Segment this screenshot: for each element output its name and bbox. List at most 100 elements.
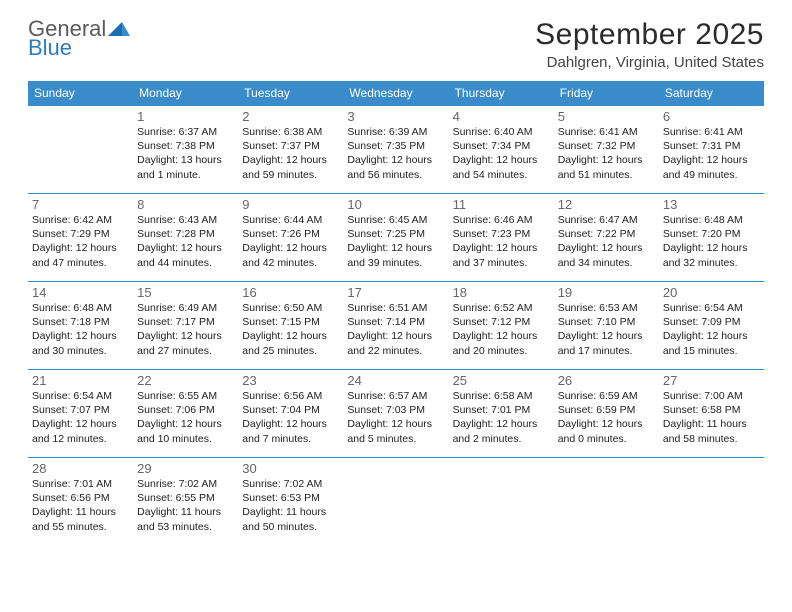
- day-number: 29: [137, 461, 234, 476]
- sunset-text: Sunset: 7:04 PM: [242, 403, 339, 417]
- sunrise-text: Sunrise: 6:53 AM: [558, 301, 655, 315]
- page: General Blue September 2025 Dahlgren, Vi…: [0, 0, 792, 556]
- daylight-text: Daylight: 12 hours and 59 minutes.: [242, 153, 339, 181]
- sunset-text: Sunset: 7:18 PM: [32, 315, 129, 329]
- daylight-text: Daylight: 11 hours and 58 minutes.: [663, 417, 760, 445]
- sunrise-text: Sunrise: 6:46 AM: [453, 213, 550, 227]
- sunset-text: Sunset: 7:12 PM: [453, 315, 550, 329]
- sunrise-text: Sunrise: 6:54 AM: [663, 301, 760, 315]
- sunset-text: Sunset: 7:35 PM: [347, 139, 444, 153]
- sunset-text: Sunset: 7:06 PM: [137, 403, 234, 417]
- daylight-text: Daylight: 12 hours and 7 minutes.: [242, 417, 339, 445]
- dow-thursday: Thursday: [449, 81, 554, 106]
- sunrise-text: Sunrise: 6:47 AM: [558, 213, 655, 227]
- day-number: 22: [137, 373, 234, 388]
- daylight-text: Daylight: 12 hours and 15 minutes.: [663, 329, 760, 357]
- sunset-text: Sunset: 7:28 PM: [137, 227, 234, 241]
- sunrise-text: Sunrise: 6:55 AM: [137, 389, 234, 403]
- week-row: 21Sunrise: 6:54 AMSunset: 7:07 PMDayligh…: [28, 370, 764, 458]
- sunset-text: Sunset: 7:09 PM: [663, 315, 760, 329]
- day-cell: 11Sunrise: 6:46 AMSunset: 7:23 PMDayligh…: [449, 194, 554, 282]
- daylight-text: Daylight: 12 hours and 37 minutes.: [453, 241, 550, 269]
- day-number: 4: [453, 109, 550, 124]
- day-cell: [659, 458, 764, 546]
- day-number: 8: [137, 197, 234, 212]
- dow-saturday: Saturday: [659, 81, 764, 106]
- daylight-text: Daylight: 12 hours and 22 minutes.: [347, 329, 444, 357]
- location: Dahlgren, Virginia, United States: [535, 54, 764, 71]
- day-number: 10: [347, 197, 444, 212]
- dow-wednesday: Wednesday: [343, 81, 448, 106]
- daylight-text: Daylight: 12 hours and 47 minutes.: [32, 241, 129, 269]
- sunrise-text: Sunrise: 6:45 AM: [347, 213, 444, 227]
- daylight-text: Daylight: 12 hours and 32 minutes.: [663, 241, 760, 269]
- day-number: 23: [242, 373, 339, 388]
- sunrise-text: Sunrise: 7:01 AM: [32, 477, 129, 491]
- daylight-text: Daylight: 12 hours and 44 minutes.: [137, 241, 234, 269]
- sunset-text: Sunset: 7:10 PM: [558, 315, 655, 329]
- day-cell: [554, 458, 659, 546]
- day-number: 6: [663, 109, 760, 124]
- day-number: 25: [453, 373, 550, 388]
- sunrise-text: Sunrise: 6:40 AM: [453, 125, 550, 139]
- sunset-text: Sunset: 7:26 PM: [242, 227, 339, 241]
- day-cell: 3Sunrise: 6:39 AMSunset: 7:35 PMDaylight…: [343, 106, 448, 194]
- calendar-body: 1Sunrise: 6:37 AMSunset: 7:38 PMDaylight…: [28, 106, 764, 546]
- sunrise-text: Sunrise: 6:50 AM: [242, 301, 339, 315]
- day-cell: 13Sunrise: 6:48 AMSunset: 7:20 PMDayligh…: [659, 194, 764, 282]
- day-cell: 29Sunrise: 7:02 AMSunset: 6:55 PMDayligh…: [133, 458, 238, 546]
- day-cell: 5Sunrise: 6:41 AMSunset: 7:32 PMDaylight…: [554, 106, 659, 194]
- day-number: 14: [32, 285, 129, 300]
- day-number: 27: [663, 373, 760, 388]
- sunrise-text: Sunrise: 6:58 AM: [453, 389, 550, 403]
- week-row: 28Sunrise: 7:01 AMSunset: 6:56 PMDayligh…: [28, 458, 764, 546]
- daylight-text: Daylight: 12 hours and 56 minutes.: [347, 153, 444, 181]
- day-cell: 23Sunrise: 6:56 AMSunset: 7:04 PMDayligh…: [238, 370, 343, 458]
- day-cell: 28Sunrise: 7:01 AMSunset: 6:56 PMDayligh…: [28, 458, 133, 546]
- daylight-text: Daylight: 12 hours and 54 minutes.: [453, 153, 550, 181]
- sunset-text: Sunset: 7:14 PM: [347, 315, 444, 329]
- day-cell: 7Sunrise: 6:42 AMSunset: 7:29 PMDaylight…: [28, 194, 133, 282]
- day-cell: 10Sunrise: 6:45 AMSunset: 7:25 PMDayligh…: [343, 194, 448, 282]
- sunset-text: Sunset: 6:58 PM: [663, 403, 760, 417]
- daylight-text: Daylight: 12 hours and 12 minutes.: [32, 417, 129, 445]
- sunrise-text: Sunrise: 6:48 AM: [32, 301, 129, 315]
- sunrise-text: Sunrise: 6:39 AM: [347, 125, 444, 139]
- sunset-text: Sunset: 7:25 PM: [347, 227, 444, 241]
- daylight-text: Daylight: 12 hours and 39 minutes.: [347, 241, 444, 269]
- sunrise-text: Sunrise: 6:43 AM: [137, 213, 234, 227]
- day-number: 28: [32, 461, 129, 476]
- daylight-text: Daylight: 12 hours and 20 minutes.: [453, 329, 550, 357]
- daylight-text: Daylight: 12 hours and 2 minutes.: [453, 417, 550, 445]
- sunrise-text: Sunrise: 6:38 AM: [242, 125, 339, 139]
- sunrise-text: Sunrise: 7:02 AM: [137, 477, 234, 491]
- week-row: 7Sunrise: 6:42 AMSunset: 7:29 PMDaylight…: [28, 194, 764, 282]
- daylight-text: Daylight: 12 hours and 49 minutes.: [663, 153, 760, 181]
- day-number: 13: [663, 197, 760, 212]
- sunrise-text: Sunrise: 6:52 AM: [453, 301, 550, 315]
- day-number: 21: [32, 373, 129, 388]
- day-number: 24: [347, 373, 444, 388]
- day-cell: 30Sunrise: 7:02 AMSunset: 6:53 PMDayligh…: [238, 458, 343, 546]
- dow-row: Sunday Monday Tuesday Wednesday Thursday…: [28, 81, 764, 106]
- day-cell: [28, 106, 133, 194]
- sunset-text: Sunset: 7:20 PM: [663, 227, 760, 241]
- daylight-text: Daylight: 12 hours and 17 minutes.: [558, 329, 655, 357]
- sunset-text: Sunset: 7:23 PM: [453, 227, 550, 241]
- daylight-text: Daylight: 11 hours and 53 minutes.: [137, 505, 234, 533]
- day-number: 30: [242, 461, 339, 476]
- sunset-text: Sunset: 6:53 PM: [242, 491, 339, 505]
- logo-text-block: General Blue: [28, 18, 130, 59]
- sunrise-text: Sunrise: 6:48 AM: [663, 213, 760, 227]
- daylight-text: Daylight: 12 hours and 0 minutes.: [558, 417, 655, 445]
- sunset-text: Sunset: 7:32 PM: [558, 139, 655, 153]
- day-cell: [343, 458, 448, 546]
- sunset-text: Sunset: 6:55 PM: [137, 491, 234, 505]
- calendar-table: Sunday Monday Tuesday Wednesday Thursday…: [28, 81, 764, 546]
- sunrise-text: Sunrise: 6:44 AM: [242, 213, 339, 227]
- sunrise-text: Sunrise: 6:41 AM: [663, 125, 760, 139]
- daylight-text: Daylight: 12 hours and 30 minutes.: [32, 329, 129, 357]
- day-cell: 20Sunrise: 6:54 AMSunset: 7:09 PMDayligh…: [659, 282, 764, 370]
- sunset-text: Sunset: 7:01 PM: [453, 403, 550, 417]
- daylight-text: Daylight: 13 hours and 1 minute.: [137, 153, 234, 181]
